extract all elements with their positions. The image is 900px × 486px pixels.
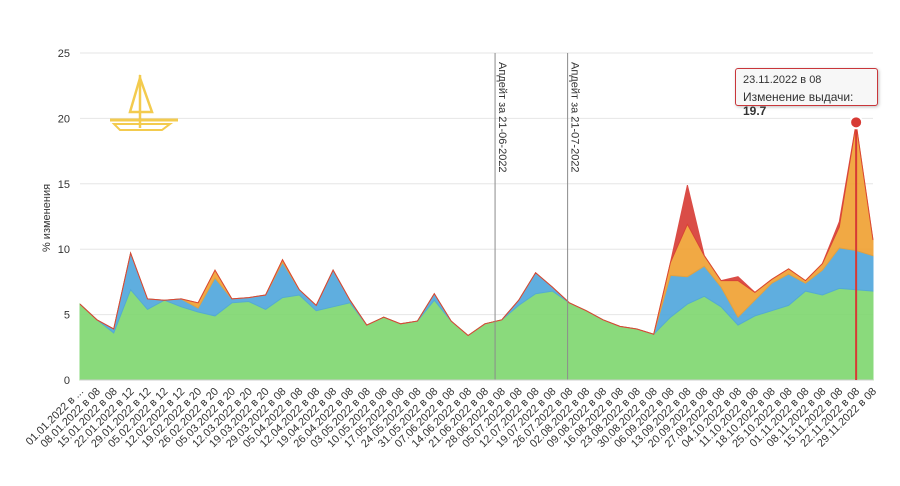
tooltip: 23.11.2022 в 08 Изменение выдачи: 19.7 [735,68,878,118]
series-area-3 [79,123,874,337]
y-tick-label: 15 [58,179,70,191]
annotation-layer: Апдейт за 21-06-2022 Апдейт за 21-07-2022 [494,53,581,380]
area-layer [79,123,874,381]
y-tick-label: 20 [58,113,70,125]
y-tick-label: 10 [58,244,70,256]
tooltip-value: 19.7 [743,104,767,118]
tooltip-date: 23.11.2022 в 08 [743,74,822,86]
annotation-label: Апдейт за 21-06-2022 [496,62,508,173]
y-tick-label: 5 [64,310,70,322]
y-tick-label: 0 [64,375,70,387]
peak-marker [849,115,864,130]
y-axis-title: % изменения [41,184,53,252]
tooltip-label: Изменение выдачи: [743,90,854,104]
y-tick-label: 25 [58,48,70,60]
marker-layer [849,115,864,380]
sailboat-logo-icon [110,73,178,131]
annotation-label: Апдейт за 21-07-2022 [569,62,581,173]
